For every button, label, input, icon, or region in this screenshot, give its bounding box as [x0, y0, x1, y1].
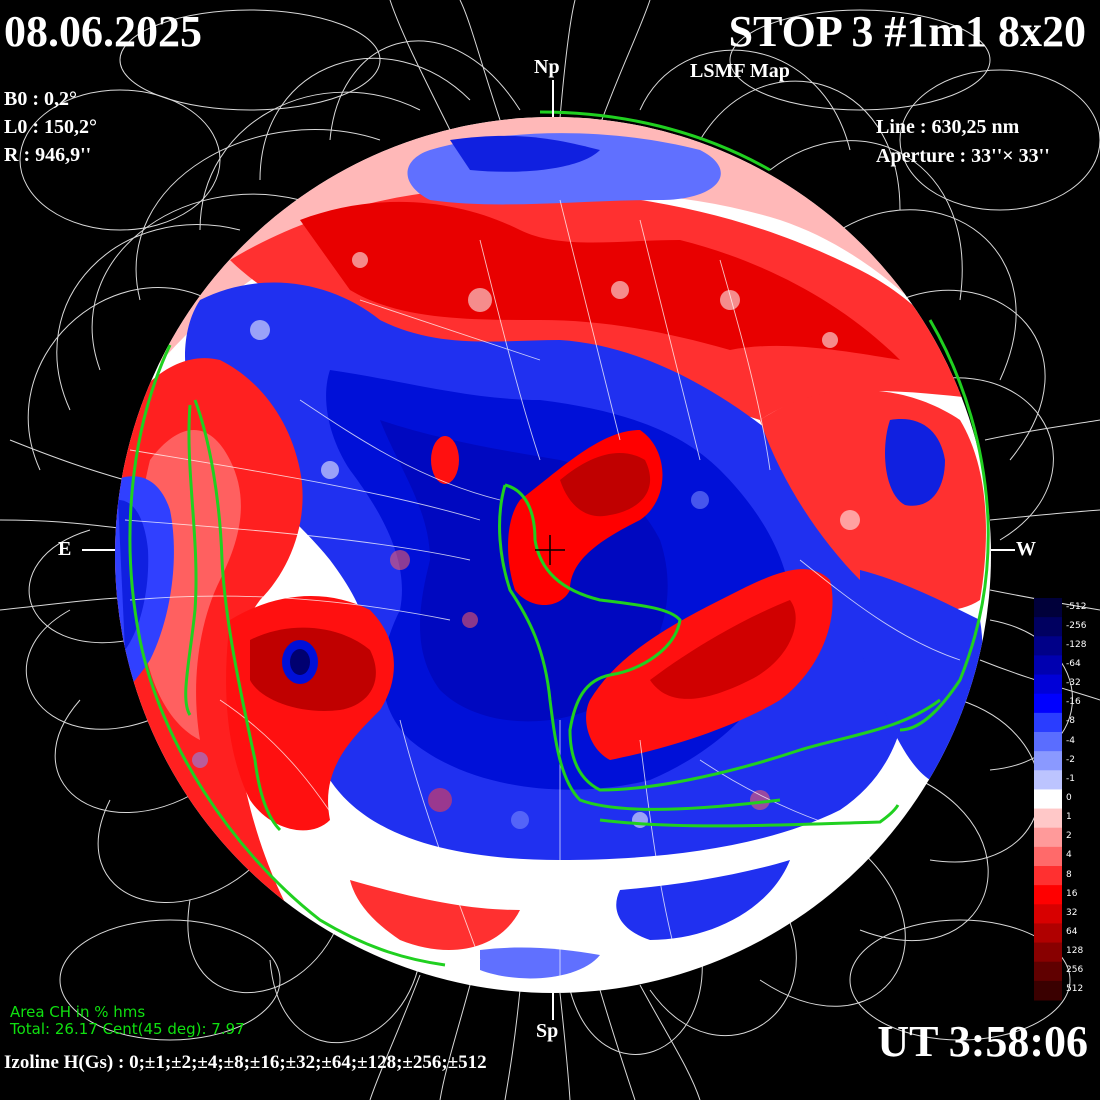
- colorbar-tick-label: 0: [1066, 793, 1072, 803]
- colorbar-tick-label: 1: [1066, 812, 1072, 823]
- ch-boundary-east-inner: [193, 399, 282, 832]
- colorbar-tick-label: -8: [1066, 716, 1075, 727]
- colorbar-tick-label: 8: [1066, 869, 1072, 880]
- colorbar-tick-label: -4: [1066, 735, 1075, 746]
- ch-boundary-central: [498, 484, 781, 811]
- colorbar-swatch: [1034, 866, 1062, 886]
- colorbar-swatch: [1034, 712, 1062, 733]
- north-pole-label: Np: [534, 56, 560, 78]
- direction-ticks: [82, 80, 1015, 1020]
- colorbar-swatch: [1034, 980, 1062, 1001]
- colorbar-swatch: [1034, 923, 1062, 944]
- colorbar-tick-label: -512: [1066, 601, 1087, 612]
- colorbar-tick-label: -64: [1066, 659, 1081, 669]
- colorbar-tick-label: -1: [1066, 773, 1075, 784]
- colorbar-swatch: [1034, 751, 1062, 771]
- ch-area-total: Total: 26.17 Cent(45 deg): 7.97: [10, 1020, 245, 1038]
- colorbar-swatch: [1034, 732, 1062, 752]
- colorbar-tick-label: -32: [1066, 678, 1081, 689]
- colorbar-tick-label: 32: [1066, 907, 1078, 918]
- l0-param: L0 : 150,2°: [4, 116, 97, 138]
- colorbar-tick-label: 128: [1066, 946, 1084, 957]
- colorbar-tick-label: -128: [1066, 639, 1087, 650]
- colorbar-tick-label: 4: [1066, 850, 1072, 861]
- disk-center-cross: [535, 535, 565, 565]
- colorbar-swatch: [1034, 885, 1062, 905]
- colorbar-swatch: [1034, 808, 1062, 829]
- b0-param: B0 : 0,2°: [4, 88, 77, 110]
- colorbar-swatch: [1034, 617, 1062, 637]
- colorbar: [1034, 598, 1062, 1001]
- colorbar-swatch: [1034, 961, 1062, 982]
- colorbar-swatch: [1034, 693, 1062, 714]
- colorbar-tick-label: -16: [1066, 697, 1081, 708]
- colorbar-tick-label: -2: [1066, 754, 1075, 765]
- stop-title: STOP 3 #1m1 8x20: [728, 7, 1086, 56]
- ch-boundary-south: [599, 804, 900, 828]
- colorbar-tick-label: 16: [1066, 888, 1078, 899]
- colorbar-swatch: [1034, 827, 1062, 848]
- coronal-hole-boundaries: [128, 110, 990, 967]
- colorbar-tick-label: 64: [1066, 927, 1078, 937]
- ch-area-title: Area CH in % hms: [10, 1003, 146, 1021]
- ch-boundary-west-limb: [899, 319, 990, 732]
- colorbar-swatch: [1034, 636, 1062, 656]
- date-label: 08.06.2025: [4, 7, 202, 56]
- map-title: LSMF Map: [690, 60, 790, 82]
- west-label: W: [1016, 538, 1036, 560]
- line-param: Line : 630,25 nm: [876, 116, 1020, 138]
- ut-time: UT 3:58:06: [877, 1017, 1088, 1066]
- ch-boundary-east-loop: [184, 404, 198, 716]
- east-label: E: [58, 538, 72, 560]
- colorbar-swatch: [1034, 789, 1062, 810]
- colorbar-tick-label: 256: [1066, 965, 1084, 976]
- colorbar-swatch: [1034, 846, 1062, 867]
- radius-param: R : 946,9'': [4, 144, 92, 166]
- colorbar-tick-label: 512: [1066, 984, 1084, 995]
- ch-boundary-north: [539, 110, 771, 172]
- south-pole-label: Sp: [536, 1020, 559, 1042]
- colorbar-swatch: [1034, 904, 1062, 924]
- ch-boundary-central-inner: [504, 483, 941, 792]
- aperture-param: Aperture : 33''× 33'': [876, 145, 1050, 167]
- colorbar-tick-label: 2: [1066, 831, 1072, 842]
- ch-boundary-east-limb: [128, 344, 446, 967]
- isoline-legend: Izoline H(Gs) : 0;±1;±2;±4;±8;±16;±32;±6…: [4, 1052, 487, 1073]
- colorbar-swatch: [1034, 598, 1062, 618]
- field-lines-disk: [124, 199, 961, 990]
- colorbar-swatch: [1034, 942, 1062, 963]
- colorbar-swatch: [1034, 655, 1062, 676]
- colorbar-swatch: [1034, 674, 1062, 695]
- colorbar-tick-label: -256: [1066, 620, 1087, 631]
- colorbar-swatch: [1034, 770, 1062, 790]
